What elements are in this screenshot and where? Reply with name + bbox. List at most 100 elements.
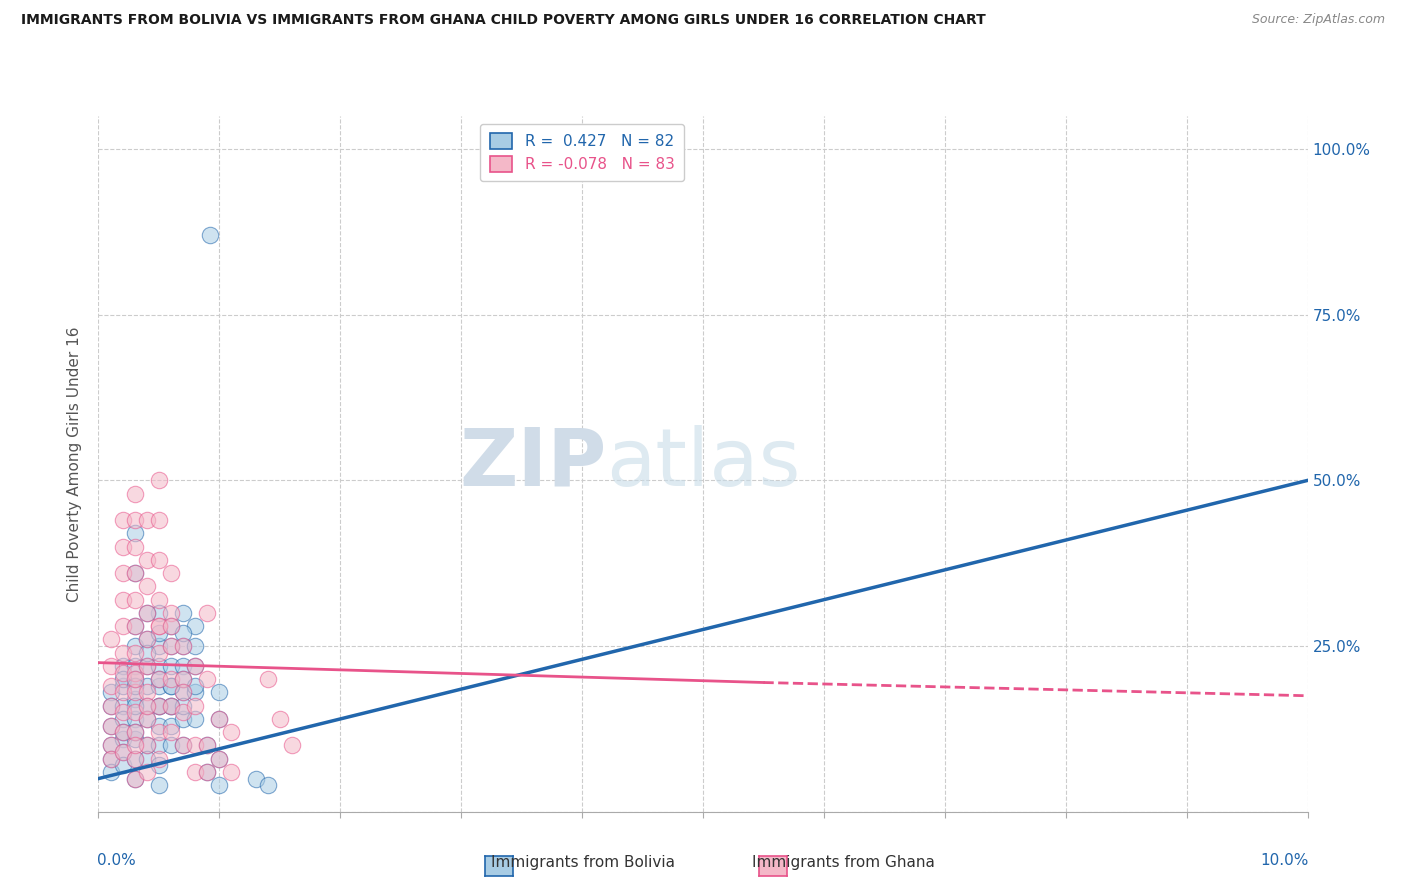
Point (111, 665, 134, 680)
Point (148, 672, 170, 686)
Point (111, 513, 134, 527)
Point (160, 619, 183, 633)
Text: Source: ZipAtlas.com: Source: ZipAtlas.com (1251, 13, 1385, 27)
Point (172, 685, 194, 699)
Point (160, 679, 183, 693)
Point (100, 698, 122, 713)
Point (148, 474, 170, 488)
Point (135, 698, 157, 713)
Point (184, 712, 207, 726)
Point (135, 679, 157, 693)
Point (148, 513, 170, 527)
Point (124, 772, 146, 786)
Point (124, 725, 146, 739)
Point (195, 739, 218, 753)
Point (100, 764, 122, 779)
Y-axis label: Child Poverty Among Girls Under 16: Child Poverty Among Girls Under 16 (67, 326, 83, 601)
Point (124, 752, 146, 766)
Point (135, 553, 157, 567)
Point (172, 625, 194, 640)
Point (160, 619, 183, 633)
Point (111, 659, 134, 673)
Point (135, 739, 157, 753)
Point (100, 752, 122, 766)
Point (135, 513, 157, 527)
Point (124, 672, 146, 686)
Point (172, 672, 194, 686)
Point (208, 712, 231, 726)
Text: atlas: atlas (606, 425, 800, 503)
Point (160, 698, 183, 713)
Point (100, 718, 122, 732)
Point (148, 758, 170, 772)
Point (135, 632, 157, 647)
Point (100, 659, 122, 673)
Point (195, 672, 218, 686)
Point (148, 698, 170, 713)
Point (184, 639, 207, 653)
Text: 10.0%: 10.0% (1260, 854, 1309, 869)
Point (135, 685, 157, 699)
Point (160, 659, 183, 673)
Point (195, 739, 218, 753)
Point (148, 646, 170, 660)
Point (111, 672, 134, 686)
Point (100, 685, 122, 699)
Point (135, 606, 157, 620)
Point (124, 731, 146, 746)
Point (221, 725, 243, 739)
Point (111, 745, 134, 759)
Point (111, 712, 134, 726)
Point (172, 639, 194, 653)
Point (124, 639, 146, 653)
Point (269, 712, 291, 726)
Point (124, 672, 146, 686)
Text: 0.0%: 0.0% (97, 854, 136, 869)
Point (148, 592, 170, 607)
Point (184, 764, 207, 779)
Point (160, 698, 183, 713)
Point (172, 706, 194, 720)
Point (124, 739, 146, 753)
Point (100, 718, 122, 732)
Point (208, 778, 231, 792)
Point (124, 772, 146, 786)
Point (172, 739, 194, 753)
Point (208, 752, 231, 766)
Point (148, 778, 170, 792)
Point (184, 739, 207, 753)
Point (160, 739, 183, 753)
Point (172, 739, 194, 753)
Point (135, 712, 157, 726)
Point (111, 706, 134, 720)
Point (100, 632, 122, 647)
Point (135, 579, 157, 593)
Point (208, 712, 231, 726)
Point (100, 679, 122, 693)
Point (111, 685, 134, 699)
Point (148, 625, 170, 640)
Point (135, 764, 157, 779)
Point (172, 672, 194, 686)
Point (111, 679, 134, 693)
Point (111, 745, 134, 759)
Point (124, 706, 146, 720)
Point (111, 725, 134, 739)
Text: Immigrants from Bolivia: Immigrants from Bolivia (492, 855, 675, 870)
Point (208, 752, 231, 766)
Point (148, 619, 170, 633)
Point (124, 679, 146, 693)
Point (148, 659, 170, 673)
Point (172, 712, 194, 726)
Point (124, 665, 146, 680)
Point (100, 698, 122, 713)
Point (160, 639, 183, 653)
Point (160, 606, 183, 620)
Point (184, 659, 207, 673)
Point (184, 619, 207, 633)
Point (124, 725, 146, 739)
Point (124, 540, 146, 554)
Point (135, 698, 157, 713)
Point (111, 731, 134, 746)
Point (124, 566, 146, 581)
